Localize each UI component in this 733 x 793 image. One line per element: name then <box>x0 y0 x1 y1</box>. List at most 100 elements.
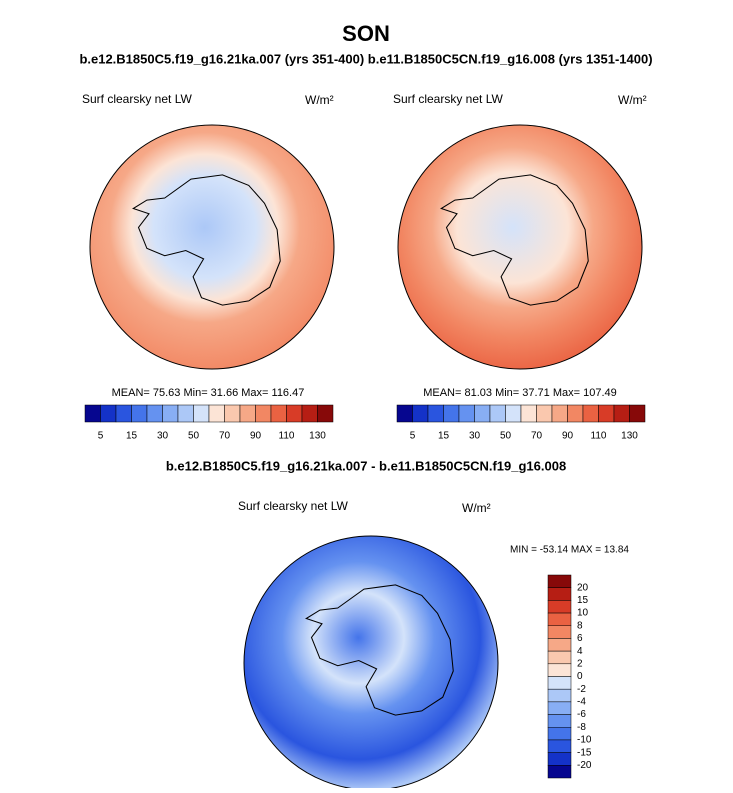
colorbar-box <box>520 404 537 423</box>
colorbar: 5 15 30 50 70 90 110 130 <box>84 404 334 442</box>
map <box>89 124 335 370</box>
colorbar-label: 30 <box>469 431 481 442</box>
colorbar-box <box>131 404 148 423</box>
colorbar-label: 50 <box>188 431 200 442</box>
colorbar-box <box>239 404 256 423</box>
colorbar-label: 50 <box>500 431 512 442</box>
colorbar-label: 15 <box>126 431 138 442</box>
colorbar-box <box>536 404 553 423</box>
panel-2: Surf clearsky net LW W/m² MEAN= 81.03 Mi… <box>393 92 647 441</box>
colorbar-box <box>547 600 572 614</box>
colorbar-label: 30 <box>157 431 169 442</box>
colorbar-label: -4 <box>577 697 586 708</box>
colorbar-box <box>547 739 572 753</box>
colorbar-box <box>396 404 413 423</box>
panel-label: Surf clearsky net LW <box>393 92 503 106</box>
colorbar-label: 6 <box>577 633 583 644</box>
colorbar-box <box>547 650 572 665</box>
colorbar-box <box>547 752 572 766</box>
colorbar-label: 90 <box>250 431 262 442</box>
stats: MIN = -53.14 MAX = 13.84 <box>510 545 629 556</box>
panel-1: Surf clearsky net LW W/m² MEAN= 75.63 Mi… <box>82 92 335 442</box>
colorbar-label: 110 <box>279 431 295 442</box>
colorbar-box <box>317 404 334 423</box>
colorbar-label: 130 <box>309 431 326 442</box>
map <box>243 535 499 791</box>
colorbar-label: 5 <box>410 431 416 442</box>
colorbar-box <box>547 676 572 690</box>
title: SON <box>342 21 390 46</box>
colorbar-label: -8 <box>577 722 586 733</box>
colorbar-label: 0 <box>577 671 583 682</box>
colorbar-box <box>193 404 210 423</box>
colorbar-box <box>146 404 163 423</box>
colorbar-label: 90 <box>562 431 574 442</box>
colorbar-label: 20 <box>577 582 589 593</box>
stats: MEAN= 81.03 Min= 37.71 Max= 107.49 <box>423 387 617 399</box>
colorbar-box <box>547 701 572 715</box>
colorbar-label: -10 <box>577 735 592 746</box>
colorbar-label: 10 <box>577 608 589 619</box>
colorbar-box <box>458 404 475 423</box>
colorbar-box <box>208 404 225 423</box>
colorbar-label: 4 <box>577 646 583 657</box>
units: W/m² <box>618 93 647 107</box>
colorbar-box <box>547 574 572 588</box>
colorbar-box <box>177 404 194 423</box>
colorbar-box <box>582 404 599 423</box>
colorbar-label: -15 <box>577 747 592 758</box>
colorbar-box <box>547 612 572 626</box>
units: W/m² <box>305 93 334 107</box>
colorbar-box <box>547 765 572 779</box>
colorbar-box <box>270 404 287 423</box>
colorbar-box <box>547 663 572 677</box>
colorbar-box <box>547 638 572 652</box>
colorbar-box <box>629 404 646 423</box>
colorbar-label: 8 <box>577 620 583 631</box>
colorbar-label: -2 <box>577 684 586 695</box>
colorbar-box <box>84 404 101 423</box>
colorbar-label: 2 <box>577 658 583 669</box>
colorbar-box <box>551 404 568 423</box>
colorbar-label: -6 <box>577 709 586 720</box>
colorbar-box <box>115 404 132 423</box>
colorbar-box <box>489 404 506 423</box>
units: W/m² <box>462 501 491 515</box>
difference-panel: b.e12.B1850C5.f19_g16.21ka.007 - b.e11.B… <box>166 458 629 791</box>
panel-label: Surf clearsky net LW <box>82 92 192 106</box>
colorbar-label: 110 <box>591 431 607 442</box>
colorbar-box <box>255 404 272 423</box>
colorbar-box <box>547 727 572 741</box>
colorbar-box <box>598 404 615 423</box>
colorbar-box <box>474 404 491 423</box>
colorbar-label: 70 <box>531 431 543 442</box>
colorbar-box <box>613 404 630 423</box>
colorbar-box <box>443 404 460 423</box>
colorbar: 5 15 30 50 70 90 110 130 <box>396 404 646 442</box>
colorbar-box <box>567 404 584 423</box>
colorbar-box <box>547 714 572 728</box>
colorbar-label: 130 <box>621 431 638 442</box>
colorbar-label: 15 <box>438 431 450 442</box>
colorbar-box <box>412 404 429 423</box>
colorbar-box <box>162 404 179 423</box>
subtitle: b.e12.B1850C5.f19_g16.21ka.007 (yrs 351-… <box>79 51 652 66</box>
colorbar-box <box>301 404 318 423</box>
colorbar-box <box>224 404 241 423</box>
colorbar-box <box>547 688 572 703</box>
colorbar-label: 15 <box>577 595 589 606</box>
difference-title: b.e12.B1850C5.f19_g16.21ka.007 - b.e11.B… <box>166 458 566 473</box>
stats: MEAN= 75.63 Min= 31.66 Max= 116.47 <box>112 387 305 399</box>
colorbar-label: 5 <box>98 431 104 442</box>
colorbar-label: 70 <box>219 431 231 442</box>
colorbar-box <box>286 404 303 423</box>
colorbar-box <box>547 625 572 639</box>
colorbar-box <box>547 587 572 601</box>
colorbar-box <box>427 404 444 423</box>
panel-label: Surf clearsky net LW <box>238 499 348 513</box>
colorbar-label: -20 <box>577 760 592 771</box>
colorbar-box <box>505 404 522 423</box>
map <box>397 124 643 370</box>
